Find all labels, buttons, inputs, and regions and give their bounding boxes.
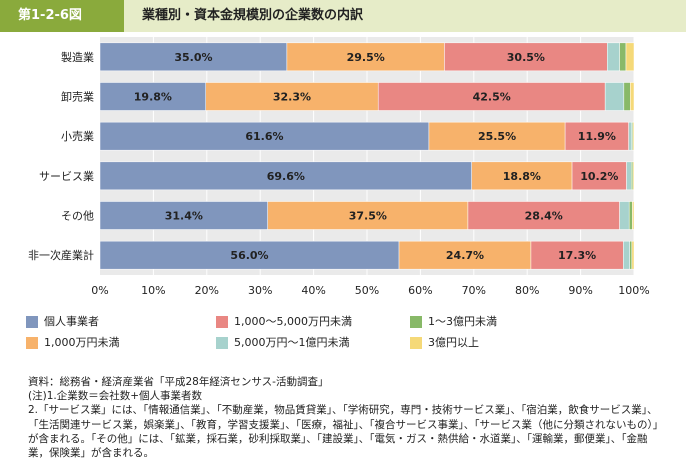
bar-segment [286, 42, 445, 72]
data-label: 24.7% [446, 249, 484, 262]
x-tick-label: 20% [195, 284, 219, 297]
x-tick-label: 10% [141, 284, 165, 297]
data-label: 25.5% [478, 130, 516, 143]
bar-segment [398, 240, 532, 270]
legend-swatch [26, 337, 38, 349]
bar-segment [626, 161, 632, 191]
category-label: その他 [61, 210, 94, 223]
chart-notes: 資料：総務省・経済産業省「平成28年経済センサス-活動調査」 (注)1.企業数＝… [28, 375, 668, 460]
legend-label: 1,000万円未満 [44, 336, 120, 349]
x-tick-label: 60% [408, 284, 432, 297]
data-label: 10.2% [580, 170, 618, 183]
bar-segment [607, 42, 620, 72]
category-label: サービス業 [39, 170, 94, 183]
bar-segment [629, 240, 633, 270]
figure-header: 第1-2-6図 業種別・資本金規模別の企業数の内訳 [0, 0, 686, 32]
data-label: 69.6% [267, 170, 305, 183]
data-label: 56.0% [230, 249, 268, 262]
x-tick-label: 0% [91, 284, 108, 297]
legend-label: 1～3億円未満 [428, 315, 497, 328]
category-label: 非一次産業計 [28, 248, 94, 262]
legend-item: 1,000万円未満 [26, 335, 120, 351]
bar-segment [205, 82, 379, 111]
chart-legend: 個人事業者 1,000～5,000万円未満 1～3億円未満 1,000万円未満 5,00… [0, 312, 686, 352]
bar-segment [632, 201, 635, 230]
bar-segment [377, 82, 606, 111]
bar-segment [632, 121, 635, 151]
data-label: 28.4% [525, 210, 563, 223]
bar-segment [99, 161, 472, 191]
bar-segment [628, 121, 633, 151]
bar-segment [99, 121, 430, 151]
x-tick-label: 90% [568, 284, 592, 297]
bar-segment [99, 42, 288, 72]
bar-segment [571, 161, 627, 191]
data-label: 35.0% [174, 51, 212, 64]
bar-segment [631, 240, 635, 270]
source-note: 資料：総務省・経済産業省「平成28年経済センサス-活動調査」 [28, 376, 329, 388]
x-tick-label: 100% [618, 284, 649, 297]
legend-swatch [26, 316, 38, 328]
bar-segment [619, 201, 630, 230]
data-label: 31.4% [165, 210, 203, 223]
x-tick-label: 30% [248, 284, 272, 297]
category-label: 製造業 [61, 50, 94, 64]
data-label: 37.5% [349, 210, 387, 223]
category-label: 卸売業 [61, 90, 94, 104]
bar-segment [564, 121, 629, 151]
bar-segment [99, 82, 206, 111]
bar-segment [471, 161, 573, 191]
category-label: 小売業 [61, 130, 94, 143]
legend-label: 5,000万円～1億円未満 [234, 336, 350, 349]
note-1: (注)1.企業数＝会社数+個人事業者数 [28, 390, 203, 403]
note-2: 2.「サービス業」には、「情報通信業」、「不動産業，物品賃貸業」、「学術研究，専… [28, 404, 664, 460]
legend-item: 3億円以上 [410, 335, 479, 351]
legend-item: 1～3億円未満 [410, 314, 497, 330]
bar-segment [623, 240, 630, 270]
data-label: 18.8% [503, 170, 541, 183]
bar-segment [99, 240, 400, 270]
x-tick-label: 80% [515, 284, 539, 297]
bar-segment [267, 201, 469, 230]
bar-segment [628, 201, 633, 230]
legend-swatch [410, 337, 422, 349]
bar-segment [619, 42, 627, 72]
data-label: 19.8% [134, 91, 172, 104]
figure-title: 業種別・資本金規模別の企業数の内訳 [142, 8, 364, 23]
stacked-bar-chart: 製造業 35.0% 29.5% 30.5% 卸売業 19.8% 32.3% 42.5% 小売業 6… [28, 37, 650, 297]
bar-segment [632, 161, 635, 191]
bar-segment [630, 82, 635, 111]
bar-segment [625, 42, 635, 72]
legend-swatch [216, 316, 228, 328]
data-label: 30.5% [507, 51, 545, 64]
legend-item: 個人事業者 [26, 314, 99, 330]
legend-swatch [216, 337, 228, 349]
bar-segment [623, 82, 631, 111]
bar-segment [444, 42, 608, 72]
bar-segment [604, 82, 625, 111]
data-label: 11.9% [578, 130, 616, 143]
legend-label: 3億円以上 [428, 336, 479, 349]
bar-segment [467, 201, 620, 230]
legend-swatch [410, 316, 422, 328]
data-label: 42.5% [473, 91, 511, 104]
figure-number: 第1-2-6図 [0, 0, 124, 32]
bar-segment [99, 201, 268, 230]
x-tick-label: 50% [355, 284, 379, 297]
legend-item: 1,000～5,000万円未満 [216, 314, 352, 330]
data-label: 29.5% [347, 51, 385, 64]
legend-item: 5,000万円～1億円未満 [216, 335, 350, 351]
data-label: 32.3% [273, 91, 311, 104]
data-label: 17.3% [558, 249, 596, 262]
x-tick-label: 70% [462, 284, 486, 297]
legend-label: 1,000～5,000万円未満 [234, 315, 352, 328]
x-tick-label: 40% [301, 284, 325, 297]
legend-label: 個人事業者 [44, 315, 99, 328]
data-label: 61.6% [245, 130, 283, 143]
